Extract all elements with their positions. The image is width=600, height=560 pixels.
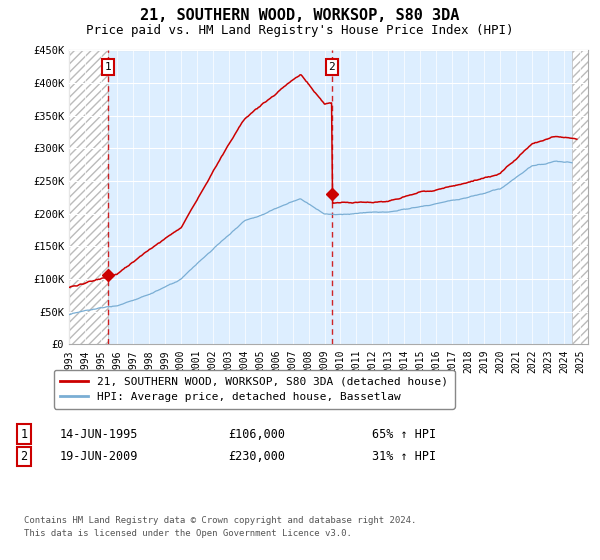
Text: 1: 1 [105, 62, 112, 72]
Bar [69, 50, 108, 344]
Text: Contains HM Land Registry data © Crown copyright and database right 2024.
This d: Contains HM Land Registry data © Crown c… [24, 516, 416, 538]
Text: 19-JUN-2009: 19-JUN-2009 [60, 450, 139, 463]
Text: £230,000: £230,000 [228, 450, 285, 463]
Bar [572, 50, 588, 344]
Text: £106,000: £106,000 [228, 427, 285, 441]
Text: 21, SOUTHERN WOOD, WORKSOP, S80 3DA: 21, SOUTHERN WOOD, WORKSOP, S80 3DA [140, 8, 460, 24]
Text: Price paid vs. HM Land Registry's House Price Index (HPI): Price paid vs. HM Land Registry's House … [86, 24, 514, 37]
Legend: 21, SOUTHERN WOOD, WORKSOP, S80 3DA (detached house), HPI: Average price, detach: 21, SOUTHERN WOOD, WORKSOP, S80 3DA (det… [53, 370, 455, 409]
Text: 31% ↑ HPI: 31% ↑ HPI [372, 450, 436, 463]
Text: 1: 1 [20, 427, 28, 441]
Text: 2: 2 [328, 62, 335, 72]
Text: 2: 2 [20, 450, 28, 463]
Text: 65% ↑ HPI: 65% ↑ HPI [372, 427, 436, 441]
Text: 14-JUN-1995: 14-JUN-1995 [60, 427, 139, 441]
